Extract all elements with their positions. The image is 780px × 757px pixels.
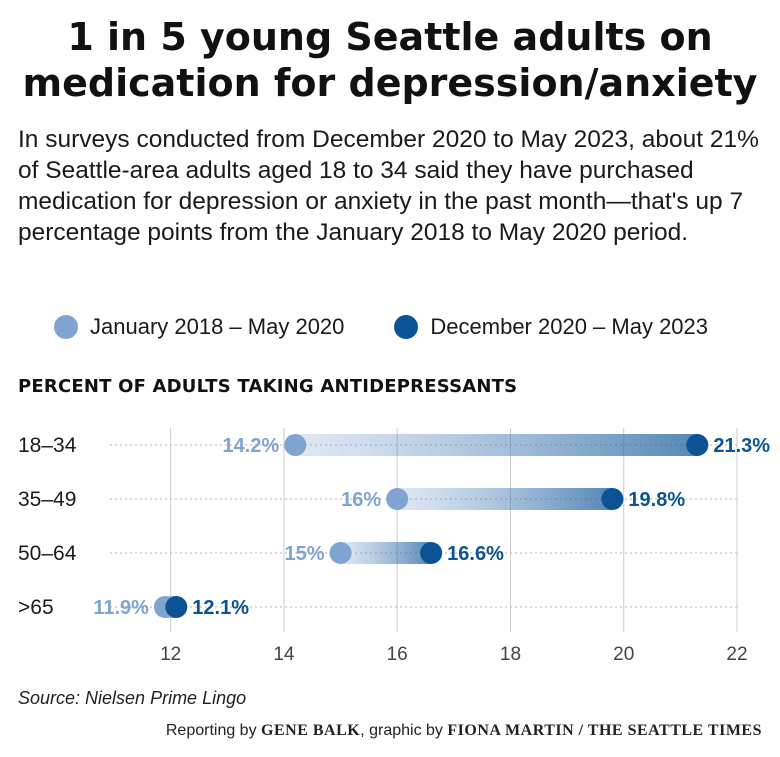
legend-dot-period-1 <box>54 315 78 339</box>
credit-reporter: GENE BALK <box>261 722 361 739</box>
dot-period-2-2 <box>420 542 443 564</box>
credit-middle: , graphic by <box>360 722 448 739</box>
source-note: Source: Nielsen Prime Lingo <box>18 688 247 708</box>
value-label-period-1-3: 11.9% <box>93 597 149 619</box>
legend-label-period-2: December 2020 – May 2023 <box>430 314 709 339</box>
value-label-period-2-3: 12.1% <box>192 597 249 619</box>
dot-period-2-3 <box>165 596 188 618</box>
x-tick-label-20: 20 <box>613 644 634 665</box>
value-label-period-1-2: 15% <box>285 543 325 565</box>
x-tick-label-14: 14 <box>273 644 295 665</box>
dumbbell-chart: 12 14 16 18 20 22 18–34 14.2% 21.3% 35–49 16% 19.8%… <box>18 428 770 665</box>
category-label-0: 18–34 <box>18 434 77 457</box>
x-tick-label-22: 22 <box>726 644 747 665</box>
category-label-3: >65 <box>18 596 54 619</box>
connector-bar-0 <box>295 434 698 456</box>
dot-period-2-1 <box>601 488 624 510</box>
legend-dot-period-2 <box>394 315 419 339</box>
legend-item-period-1: January 2018 – May 2020 <box>54 314 344 340</box>
dot-period-1-0 <box>284 434 307 456</box>
value-label-period-2-2: 16.6% <box>447 543 504 565</box>
x-tick-label-18: 18 <box>500 644 521 665</box>
value-label-period-1-0: 14.2% <box>223 435 280 457</box>
legend: January 2018 – May 2020 December 2020 – … <box>54 312 758 342</box>
chart-heading: PERCENT OF ADULTS TAKING ANTIDEPRESSANTS <box>18 376 518 397</box>
chart-subtitle: In surveys conducted from December 2020 … <box>18 126 759 246</box>
dot-period-2-0 <box>686 434 709 456</box>
legend-item-period-2: December 2020 – May 2023 <box>394 314 708 340</box>
credit-prefix: Reporting by <box>165 722 262 739</box>
x-tick-label-12: 12 <box>160 644 181 665</box>
credit-line: Reporting by GENE BALK, graphic by FIONA… <box>166 722 762 740</box>
dot-period-1-2 <box>329 542 352 564</box>
chart-title: 1 in 5 young Seattle adults on medicatio… <box>22 15 758 105</box>
dot-period-1-1 <box>386 488 409 510</box>
category-label-1: 35–49 <box>18 488 76 511</box>
credit-graphic: FIONA MARTIN / THE SEATTLE TIMES <box>447 722 762 739</box>
value-label-period-1-1: 16% <box>341 489 381 511</box>
value-label-period-2-0: 21.3% <box>713 435 770 457</box>
connector-bar-1 <box>397 488 613 510</box>
value-label-period-2-1: 19.8% <box>628 489 685 511</box>
x-tick-label-16: 16 <box>387 644 408 665</box>
connector-bar-2 <box>340 542 432 564</box>
legend-label-period-1: January 2018 – May 2020 <box>90 314 345 339</box>
category-label-2: 50–64 <box>18 542 77 565</box>
